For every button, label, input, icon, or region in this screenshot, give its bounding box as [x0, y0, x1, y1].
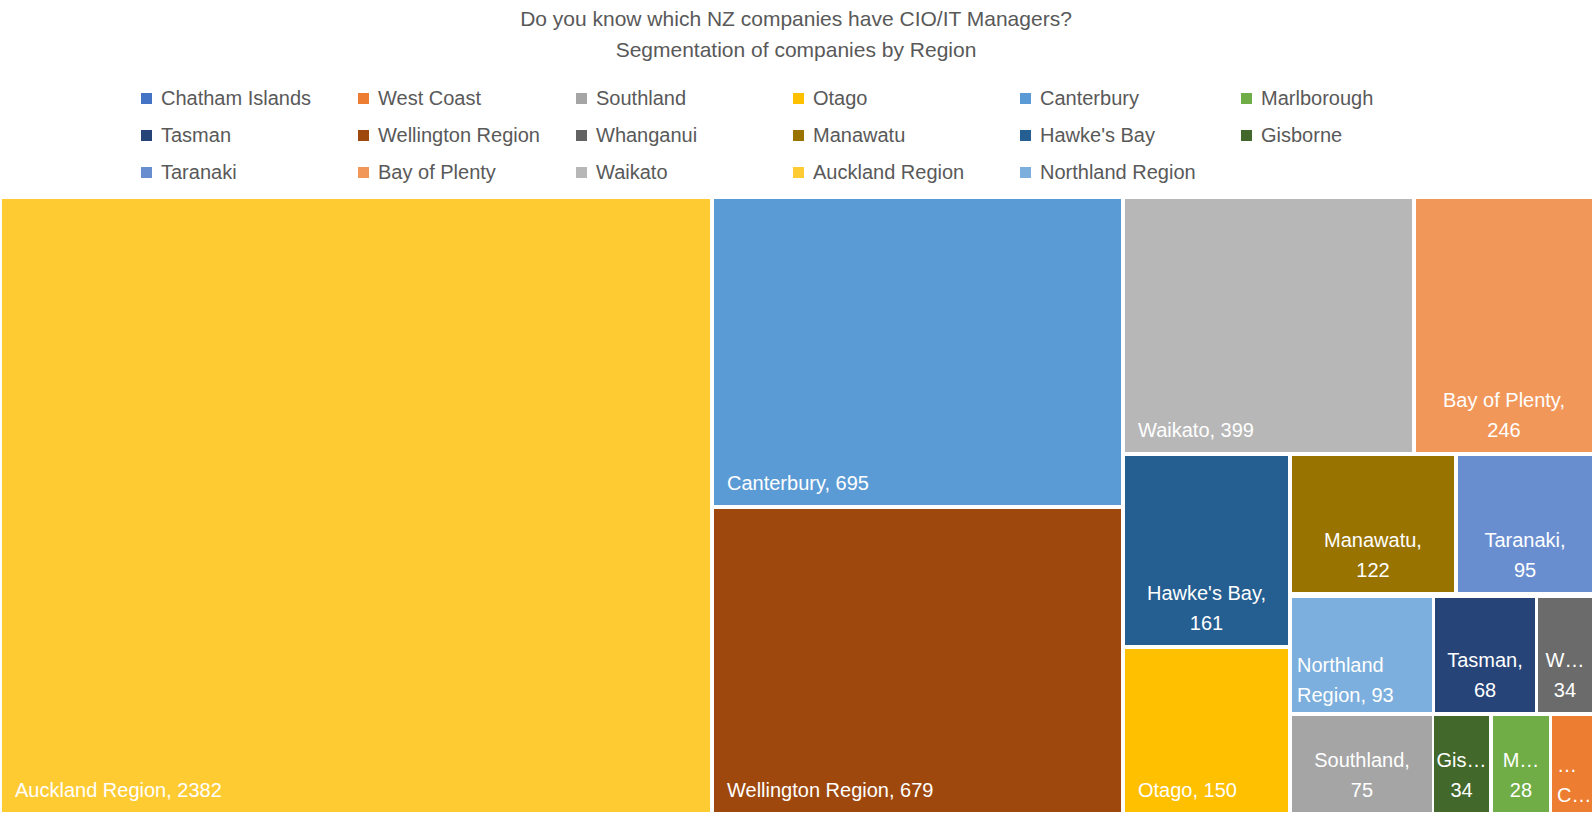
legend-item-canterbury[interactable]: Canterbury [1020, 87, 1241, 110]
tile-label: Southland,75 [1314, 745, 1410, 805]
legend-label: Whanganui [596, 124, 697, 147]
legend-swatch-icon [358, 93, 369, 104]
legend-swatch-icon [1020, 167, 1031, 178]
legend-swatch-icon [1020, 93, 1031, 104]
legend-swatch-icon [793, 130, 804, 141]
tile-label: Gis…34 [1437, 745, 1487, 805]
legend: Chatham Islands West Coast Southland Otago C… [141, 80, 1561, 191]
tile-label: Hawke's Bay,161 [1147, 578, 1266, 638]
tile-label: NorthlandRegion, 93 [1297, 650, 1394, 710]
legend-label: Northland Region [1040, 161, 1196, 184]
legend-item-whanganui[interactable]: Whanganui [576, 124, 793, 147]
tile-label: W…34 [1546, 645, 1585, 705]
tile-label: …C… [1557, 750, 1591, 810]
legend-row: Taranaki Bay of Plenty Waikato Auckland Reg… [141, 154, 1561, 191]
chart-title: Do you know which NZ companies have CIO/… [0, 3, 1592, 34]
legend-swatch-icon [358, 167, 369, 178]
legend-label: West Coast [378, 87, 481, 110]
legend-label: Wellington Region [378, 124, 540, 147]
legend-swatch-icon [141, 130, 152, 141]
treemap-tile-marlborough[interactable]: M…28 [1493, 716, 1549, 812]
legend-label: Hawke's Bay [1040, 124, 1155, 147]
legend-item-gisborne[interactable]: Gisborne [1241, 124, 1342, 147]
legend-label: Canterbury [1040, 87, 1139, 110]
treemap-tile-wellington-region[interactable]: Wellington Region, 679 [714, 509, 1121, 812]
legend-swatch-icon [358, 130, 369, 141]
legend-label: Auckland Region [813, 161, 964, 184]
treemap-tile-waikato[interactable]: Waikato, 399 [1125, 199, 1412, 452]
treemap-tile-southland[interactable]: Southland,75 [1292, 716, 1432, 812]
tile-label: Otago, 150 [1138, 775, 1237, 805]
legend-item-hawke-s-bay[interactable]: Hawke's Bay [1020, 124, 1241, 147]
legend-item-west-coast[interactable]: West Coast [358, 87, 576, 110]
treemap-tile-canterbury[interactable]: Canterbury, 695 [714, 199, 1121, 505]
treemap-tile-gisborne[interactable]: Gis…34 [1434, 716, 1489, 812]
treemap: Auckland Region, 2382 Canterbury, 695 Well… [2, 199, 1592, 812]
legend-item-waikato[interactable]: Waikato [576, 161, 793, 184]
legend-label: Bay of Plenty [378, 161, 496, 184]
tile-label: Bay of Plenty,246 [1443, 385, 1565, 445]
legend-item-auckland-region[interactable]: Auckland Region [793, 161, 1020, 184]
legend-swatch-icon [576, 167, 587, 178]
legend-label: Chatham Islands [161, 87, 311, 110]
legend-item-marlborough[interactable]: Marlborough [1241, 87, 1373, 110]
legend-row: Tasman Wellington Region Whanganui Manawatu… [141, 117, 1561, 154]
tile-label: M…28 [1503, 745, 1540, 805]
tile-label: Waikato, 399 [1138, 415, 1254, 445]
treemap-tile-whanganui[interactable]: W…34 [1538, 598, 1592, 712]
legend-item-taranaki[interactable]: Taranaki [141, 161, 358, 184]
chart-subtitle: Segmentation of companies by Region [0, 34, 1592, 65]
tile-label: Wellington Region, 679 [727, 775, 933, 805]
treemap-tile-hawke-s-bay[interactable]: Hawke's Bay,161 [1125, 456, 1288, 645]
legend-label: Marlborough [1261, 87, 1373, 110]
legend-row: Chatham Islands West Coast Southland Otago C… [141, 80, 1561, 117]
legend-swatch-icon [576, 130, 587, 141]
legend-swatch-icon [1241, 130, 1252, 141]
tile-label: Auckland Region, 2382 [15, 775, 222, 805]
tile-label: Manawatu,122 [1324, 525, 1422, 585]
tile-label: Canterbury, 695 [727, 468, 869, 498]
treemap-tile-northland-region[interactable]: NorthlandRegion, 93 [1292, 598, 1432, 712]
legend-item-otago[interactable]: Otago [793, 87, 1020, 110]
treemap-tile-west-coast[interactable]: …C… [1552, 716, 1592, 812]
legend-swatch-icon [141, 93, 152, 104]
legend-item-bay-of-plenty[interactable]: Bay of Plenty [358, 161, 576, 184]
treemap-tile-tasman[interactable]: Tasman,68 [1435, 598, 1535, 712]
tile-label: Taranaki,95 [1484, 525, 1565, 585]
legend-swatch-icon [793, 93, 804, 104]
treemap-tile-manawatu[interactable]: Manawatu,122 [1292, 456, 1454, 592]
treemap-tile-taranaki[interactable]: Taranaki,95 [1458, 456, 1592, 592]
legend-label: Gisborne [1261, 124, 1342, 147]
legend-item-manawatu[interactable]: Manawatu [793, 124, 1020, 147]
legend-label: Tasman [161, 124, 231, 147]
tile-label: Tasman,68 [1447, 645, 1523, 705]
legend-swatch-icon [141, 167, 152, 178]
legend-label: Taranaki [161, 161, 237, 184]
legend-swatch-icon [576, 93, 587, 104]
legend-swatch-icon [1241, 93, 1252, 104]
treemap-tile-otago[interactable]: Otago, 150 [1125, 649, 1288, 812]
legend-item-southland[interactable]: Southland [576, 87, 793, 110]
treemap-tile-bay-of-plenty[interactable]: Bay of Plenty,246 [1416, 199, 1592, 452]
legend-label: Otago [813, 87, 867, 110]
legend-item-wellington-region[interactable]: Wellington Region [358, 124, 576, 147]
legend-item-northland-region[interactable]: Northland Region [1020, 161, 1241, 184]
chart-title-block: Do you know which NZ companies have CIO/… [0, 3, 1592, 65]
legend-label: Manawatu [813, 124, 905, 147]
legend-item-tasman[interactable]: Tasman [141, 124, 358, 147]
legend-label: Southland [596, 87, 686, 110]
legend-swatch-icon [793, 167, 804, 178]
legend-label: Waikato [596, 161, 668, 184]
treemap-tile-auckland-region[interactable]: Auckland Region, 2382 [2, 199, 710, 812]
legend-swatch-icon [1020, 130, 1031, 141]
legend-item-chatham-islands[interactable]: Chatham Islands [141, 87, 358, 110]
